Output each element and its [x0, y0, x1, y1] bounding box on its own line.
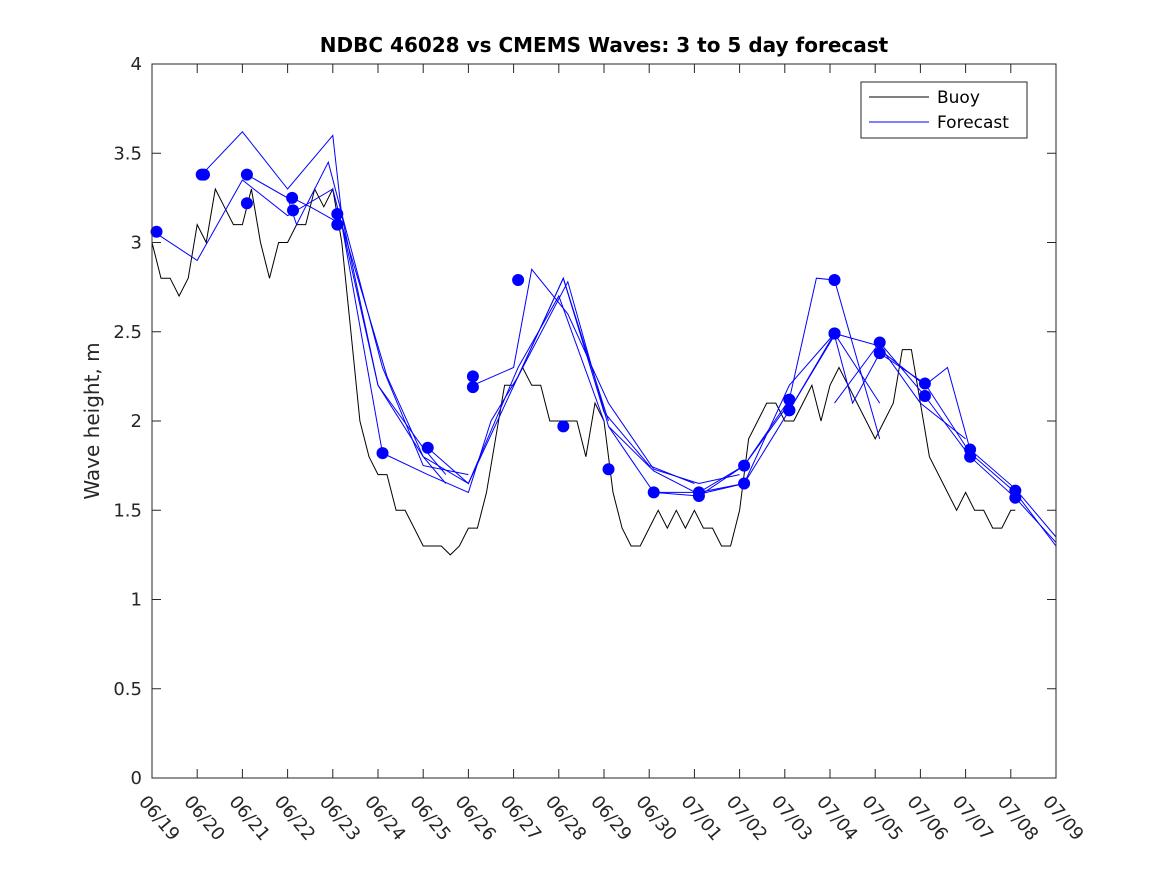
x-tick-label: 06/20: [179, 792, 228, 845]
forecast-start-marker: [1009, 491, 1022, 504]
x-tick-label: 06/25: [405, 792, 454, 845]
forecast-start-marker: [692, 486, 705, 499]
x-tick-label: 06/22: [270, 792, 319, 845]
forecast-series-line: [788, 334, 1057, 547]
x-tick-label: 06/30: [631, 792, 680, 845]
forecast-start-marker: [828, 273, 841, 286]
forecast-start-marker: [738, 459, 751, 472]
x-tick-label: 07/07: [948, 792, 997, 845]
x-tick-label: 06/28: [541, 792, 590, 845]
chart-title: NDBC 46028 vs CMEMS Waves: 3 to 5 day fo…: [320, 33, 889, 57]
forecast-start-marker: [421, 441, 434, 454]
y-axis-label: Wave height, m: [80, 342, 104, 499]
forecast-series-line: [879, 349, 1057, 538]
buoy-series-line: [151, 187, 1016, 556]
forecast-start-marker: [828, 327, 841, 340]
forecast-start-marker: [738, 477, 751, 490]
forecast-start-marker: [376, 447, 389, 460]
plot-area: [150, 131, 1057, 556]
legend-box: [860, 81, 1028, 139]
y-tick-label: 3: [131, 233, 142, 254]
forecast-start-marker: [783, 393, 796, 406]
x-tick-label: 06/29: [586, 792, 635, 845]
forecast-start-marker: [240, 197, 253, 210]
forecast-start-marker: [466, 370, 479, 383]
forecast-series-line: [201, 131, 447, 484]
forecast-start-marker: [331, 218, 344, 231]
x-tick-label: 07/08: [993, 792, 1042, 845]
y-tick-label: 0: [131, 768, 142, 789]
forecast-start-marker: [602, 463, 615, 476]
forecast-start-marker: [240, 168, 253, 181]
forecast-series-line: [834, 341, 1057, 543]
forecast-start-marker: [287, 204, 300, 217]
forecast-series-line: [653, 277, 881, 497]
x-tick-label: 06/24: [360, 792, 409, 845]
forecast-start-marker: [783, 404, 796, 417]
legend: Buoy Forecast: [860, 81, 1028, 139]
forecast-start-marker: [647, 486, 660, 499]
forecast-series-line: [291, 197, 605, 485]
x-tick-label: 07/09: [1038, 792, 1087, 845]
legend-buoy-label: Buoy: [937, 88, 980, 108]
forecast-series-line: [156, 179, 447, 475]
forecast-start-marker: [466, 381, 479, 394]
x-tick-label: 06/27: [496, 792, 545, 845]
forecast-start-marker: [331, 207, 344, 220]
x-tick-label: 06/23: [315, 792, 364, 845]
y-tick-label: 1.5: [113, 500, 142, 521]
forecast-series-line: [427, 276, 695, 485]
x-tick-label: 07/06: [903, 792, 952, 845]
y-tick-label: 0.5: [113, 679, 142, 700]
forecast-series-line: [246, 160, 469, 476]
forecast-start-marker: [873, 336, 886, 349]
forecast-series-line: [472, 268, 740, 485]
x-tick-label: 06/26: [451, 792, 500, 845]
x-tick-label: 07/04: [812, 792, 861, 845]
forecast-start-marker: [557, 420, 570, 433]
legend-forecast-label: Forecast: [937, 113, 1009, 133]
y-tick-label: 3.5: [113, 143, 142, 164]
forecast-start-marker: [197, 168, 210, 181]
y-tick-label: 2.5: [113, 322, 142, 343]
y-tick-label: 4: [131, 54, 142, 75]
y-tick-label: 1: [131, 590, 142, 611]
forecast-start-marker: [918, 390, 931, 403]
x-tick-label: 06/19: [134, 792, 183, 845]
x-tick-label: 07/03: [767, 792, 816, 845]
forecast-start-marker: [873, 347, 886, 360]
forecast-start-marker: [918, 377, 931, 390]
x-tick-label: 07/01: [677, 792, 726, 845]
y-axis: 0 0.5 1 1.5 2 2.5 3 3.5 4: [113, 54, 1056, 789]
x-tick-label: 07/05: [857, 792, 906, 845]
forecast-start-marker: [150, 225, 163, 238]
forecast-start-marker: [286, 191, 299, 204]
forecast-start-marker: [512, 273, 525, 286]
x-tick-label: 06/21: [225, 792, 274, 845]
y-tick-label: 2: [131, 411, 142, 432]
x-tick-label: 07/02: [722, 792, 771, 845]
x-axis: 06/1906/2006/2106/2206/2306/2406/2506/26…: [134, 64, 1088, 845]
forecast-start-marker: [964, 450, 977, 463]
forecast-series-line: [517, 280, 790, 493]
